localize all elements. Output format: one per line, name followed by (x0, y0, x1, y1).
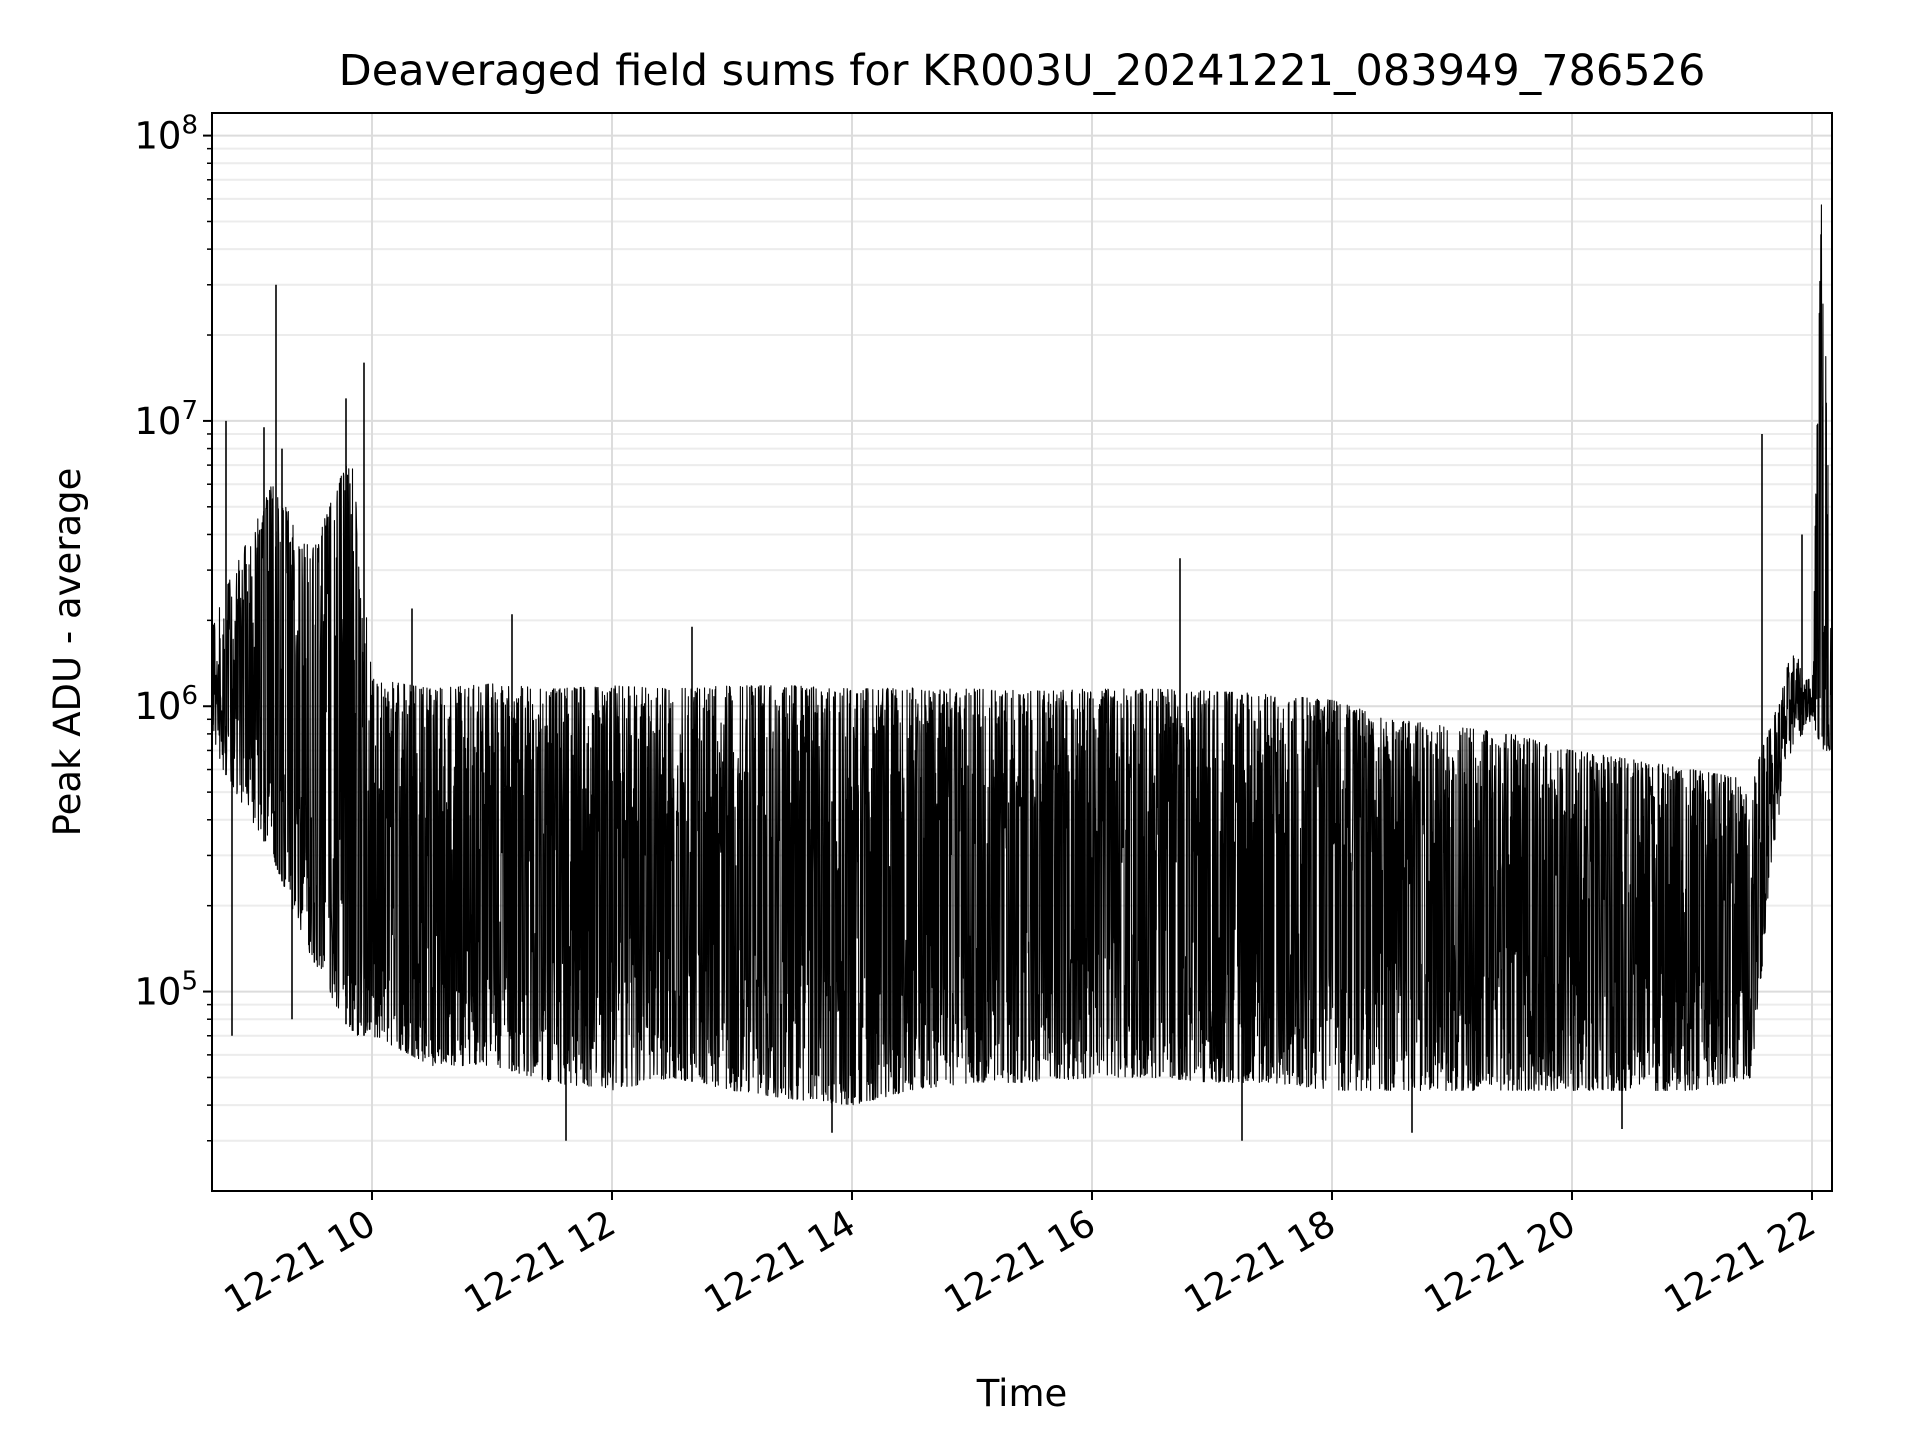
y-tick-label: 106 (134, 681, 198, 728)
y-tick-label: 107 (134, 396, 198, 443)
series-line (211, 204, 1833, 1106)
y-tick-label: 105 (134, 967, 198, 1014)
y-axis-label: Peak ADU - average (46, 468, 89, 837)
chart-title: Deaveraged field sums for KR003U_2024122… (339, 46, 1706, 96)
y-tick-label: 108 (134, 111, 198, 158)
x-axis-label: Time (976, 1372, 1068, 1415)
series-layer (211, 204, 1833, 1141)
plot-frame (211, 112, 1833, 1192)
